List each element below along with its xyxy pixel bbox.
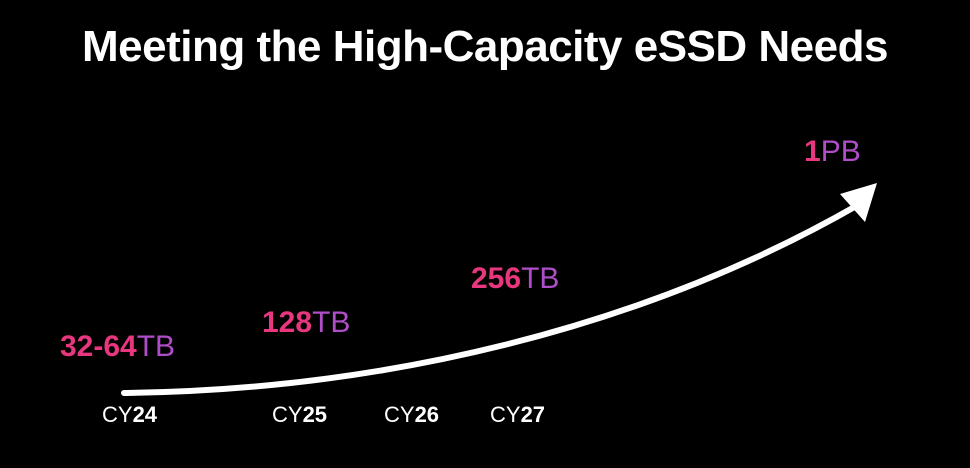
capacity-label-cy27: 256TB — [471, 264, 559, 294]
slide-title: Meeting the High-Capacity eSSD Needs — [82, 22, 888, 71]
year-label-cy27: CY27 — [490, 402, 546, 427]
year-label-cy26: CY26 — [384, 402, 440, 427]
capacity-number: 128 — [262, 306, 313, 339]
capacity-number: 1 — [804, 135, 821, 168]
capacity-unit: TB — [521, 262, 560, 295]
capacity-unit: TB — [312, 306, 351, 339]
arrow-head — [840, 183, 877, 222]
growth-curve — [121, 202, 861, 396]
capacity-unit: PB — [820, 135, 861, 168]
capacity-label-future: 1PB — [804, 137, 861, 167]
capacity-unit: TB — [136, 330, 176, 363]
capacity-number: 256 — [471, 262, 522, 295]
year-label-cy24: CY24 — [102, 402, 158, 427]
capacity-label-cy25: 128TB — [262, 308, 350, 338]
year-label-cy25: CY25 — [272, 402, 328, 427]
capacity-label-cy24: 32-64TB — [60, 332, 175, 362]
capacity-number: 32-64 — [60, 330, 137, 363]
